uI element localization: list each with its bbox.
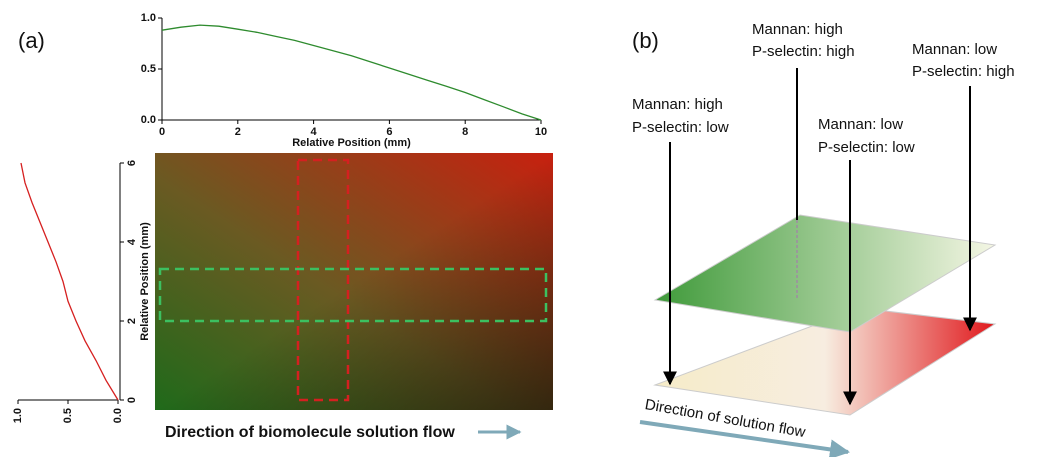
condition-label: P-selectin: low: [818, 139, 915, 156]
x-axis-label: Relative Position (mm): [139, 222, 151, 341]
y-tick-label: 0.0: [141, 114, 156, 126]
y-tick-label: 1.0: [141, 12, 156, 24]
x-tick-label: 2: [126, 318, 138, 324]
y-tick-label: 0.0: [112, 408, 124, 423]
y-tick-label: 0.5: [62, 408, 74, 423]
condition-label: Mannan: low: [912, 41, 997, 58]
x-tick-label: 2: [235, 126, 241, 138]
panel-label: (a): [18, 28, 45, 53]
y-tick-label: 1.0: [12, 408, 24, 423]
condition-label: P-selectin: high: [752, 43, 855, 60]
condition-label: P-selectin: low: [632, 119, 729, 136]
y-tick-label: 0.5: [141, 63, 156, 75]
plane-top: [653, 214, 997, 333]
profile-line: [20, 162, 119, 401]
roi-horizontal: [158, 267, 548, 323]
condition-label: Mannan: high: [752, 21, 843, 38]
x-tick-label: 6: [386, 126, 392, 138]
x-tick-label: 6: [126, 160, 138, 166]
x-axis-label: Relative Position (mm): [292, 137, 411, 149]
profile-line: [161, 24, 542, 121]
x-tick-label: 8: [462, 126, 468, 138]
flow-caption: Direction of biomolecule solution flow: [165, 424, 455, 441]
condition-label: P-selectin: high: [912, 63, 1015, 80]
x-tick-label: 0: [159, 126, 165, 138]
condition-label: Mannan: high: [632, 96, 723, 113]
image-shade: [155, 153, 553, 410]
condition-label: Mannan: low: [818, 116, 903, 133]
x-tick-label: 0: [126, 397, 138, 403]
roi-vertical: [296, 158, 350, 402]
x-tick-label: 4: [311, 126, 318, 138]
flow-arrow: [639, 420, 850, 457]
x-tick-label: 4: [126, 238, 138, 245]
panel-label: (b): [632, 28, 659, 53]
plane-bottom: [653, 307, 997, 416]
x-tick-label: 10: [535, 126, 547, 138]
